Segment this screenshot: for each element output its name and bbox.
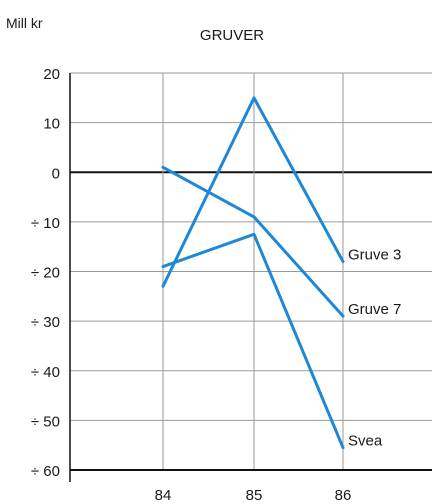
x-tick-label: 86	[335, 487, 352, 504]
x-tick-labels: 84 85 86	[155, 487, 352, 504]
y-tick-label: 10	[43, 116, 60, 133]
y-tick-label: ÷ 20	[31, 265, 60, 282]
series-labels: Gruve 3 Gruve 7 Svea	[348, 247, 401, 450]
y-tick-label: ÷ 40	[31, 364, 60, 381]
y-axis-label: Mill kr	[6, 15, 43, 31]
y-tick-label: ÷ 60	[31, 463, 60, 480]
series-line-gruve-3	[161, 96, 345, 288]
series-line-gruve-7	[161, 165, 345, 318]
series-label: Gruve 3	[348, 247, 401, 264]
series-label: Svea	[348, 433, 383, 450]
y-tick-label: ÷ 30	[31, 314, 60, 331]
y-tick-labels: 20 10 0 ÷ 10 ÷ 20 ÷ 30 ÷ 40 ÷ 50 ÷ 60	[31, 66, 60, 480]
y-tick-label: 0	[52, 165, 60, 182]
y-tick-label: ÷ 10	[31, 215, 60, 232]
y-tick-label: ÷ 50	[31, 413, 60, 430]
grid-lines	[70, 72, 432, 471]
series-lines	[161, 96, 345, 450]
x-tick-label: 84	[155, 487, 172, 504]
chart-title: GRUVER	[200, 27, 264, 44]
x-tick-label: 85	[246, 487, 263, 504]
axes	[69, 73, 432, 482]
series-label: Gruve 7	[348, 301, 401, 318]
series-line-svea	[161, 232, 345, 450]
y-tick-label: 20	[43, 66, 60, 83]
